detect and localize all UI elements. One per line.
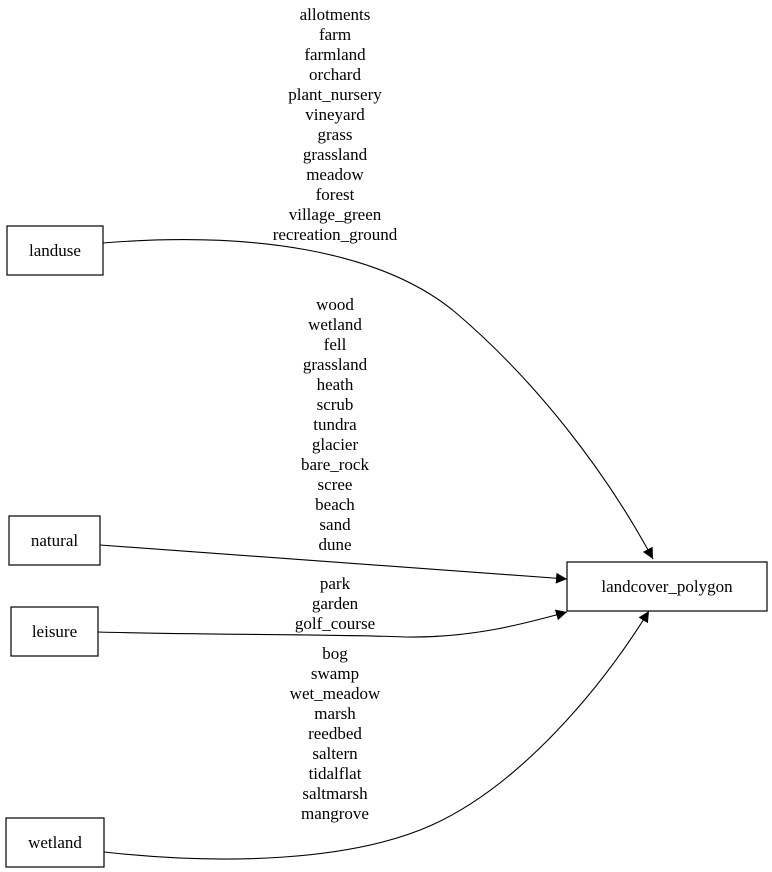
edge-label-item: vineyard: [305, 105, 365, 124]
edge-label-item: orchard: [309, 65, 361, 84]
edge-label-item: grass: [318, 125, 353, 144]
node-label: natural: [31, 531, 78, 550]
edge-label-item: fell: [324, 335, 347, 354]
edge-label-item: grassland: [303, 145, 368, 164]
edge-label-item: scrub: [317, 395, 354, 414]
edge-label-item: garden: [312, 594, 359, 613]
edge-label-item: saltern: [312, 744, 358, 763]
edge-wetland: [103, 610, 650, 860]
edge-label-item: tundra: [313, 415, 357, 434]
edge-label-item: wet_meadow: [290, 684, 381, 703]
edge-label-item: allotments: [300, 5, 371, 24]
edge-landuse: [102, 239, 654, 560]
edge-label-item: golf_course: [295, 614, 375, 633]
edge-label-item: reedbed: [308, 724, 362, 743]
edge-label-item: swamp: [311, 664, 359, 683]
edge-label-item: wetland: [308, 315, 362, 334]
edge-label-item: mangrove: [301, 804, 369, 823]
node-leisure: leisure: [10, 606, 99, 657]
edge-label-item: wood: [316, 295, 354, 314]
edge-label-item: sand: [319, 515, 351, 534]
edge-label-item: park: [320, 574, 351, 593]
node-label: landuse: [29, 241, 81, 260]
edge-label-item: saltmarsh: [302, 784, 368, 803]
edge-label-item: grassland: [303, 355, 368, 374]
edge-label-item: forest: [316, 185, 355, 204]
node-label: leisure: [32, 622, 77, 641]
edge-label-wetland: bogswampwet_meadowmarshreedbedsalterntid…: [290, 644, 381, 823]
node-label: landcover_polygon: [601, 577, 733, 596]
edge-label-item: heath: [317, 375, 354, 394]
edge-label-landuse: allotmentsfarmfarmlandorchardplant_nurse…: [273, 5, 398, 244]
edge-natural: [99, 544, 568, 584]
edge-label-item: marsh: [314, 704, 356, 723]
edge-label-item: plant_nursery: [288, 85, 382, 104]
edge-label-item: bare_rock: [301, 455, 369, 474]
edge-label-item: farm: [319, 25, 351, 44]
edge-label-item: recreation_ground: [273, 225, 398, 244]
node-wetland: wetland: [5, 817, 105, 868]
node-landuse: landuse: [6, 225, 104, 276]
node-label: wetland: [28, 833, 82, 852]
edge-label-item: glacier: [312, 435, 359, 454]
edge-label-item: meadow: [306, 165, 364, 184]
edge-label-item: farmland: [304, 45, 366, 64]
node-landcover-polygon: landcover_polygon: [566, 561, 768, 612]
edge-label-item: bog: [322, 644, 348, 663]
edge-label-item: beach: [315, 495, 355, 514]
edge-leisure: [97, 609, 568, 638]
edge-label-item: dune: [318, 535, 351, 554]
node-natural: natural: [8, 515, 101, 566]
edge-label-item: tidalflat: [309, 764, 362, 783]
edge-label-natural: woodwetlandfellgrasslandheathscrubtundra…: [301, 295, 369, 554]
edge-label-item: village_green: [289, 205, 382, 224]
edge-label-item: scree: [318, 475, 353, 494]
